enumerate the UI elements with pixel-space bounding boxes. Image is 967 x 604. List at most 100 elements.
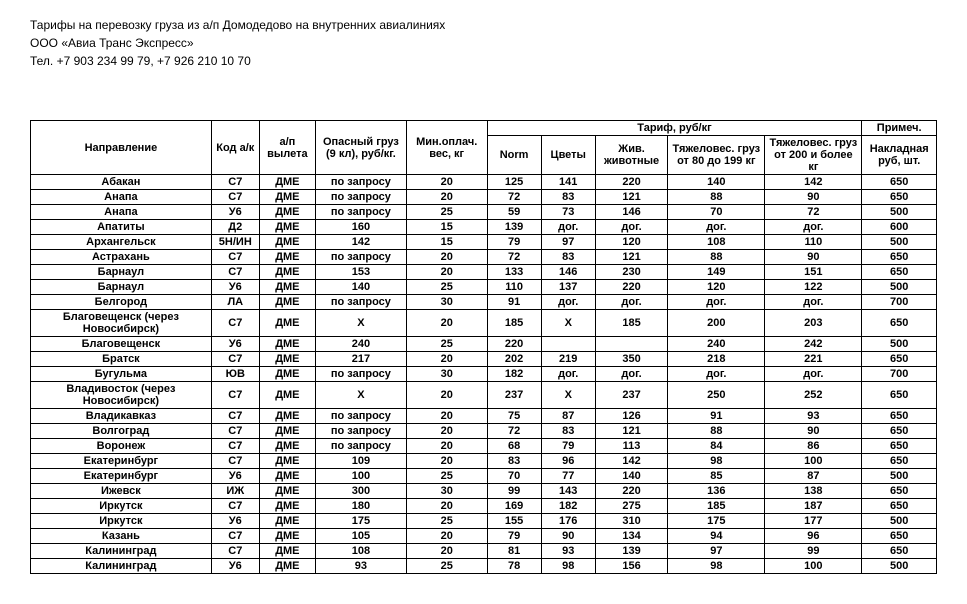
cell-dep: ДМЕ	[259, 175, 315, 190]
cell-dest: Екатеринбург	[31, 469, 212, 484]
cell-danger: по запросу	[315, 205, 406, 220]
cell-code: ЛА	[211, 295, 259, 310]
cell-minwt: 25	[406, 559, 487, 574]
cell-dep: ДМЕ	[259, 235, 315, 250]
table-row: АпатитыД2ДМЕ16015139дог.дог.дог.дог.600	[31, 220, 937, 235]
cell-norm: 72	[487, 250, 541, 265]
cell-dest: Калининград	[31, 559, 212, 574]
cell-heavy2: 93	[765, 409, 862, 424]
cell-code: С7	[211, 250, 259, 265]
cell-heavy1: 185	[668, 499, 765, 514]
cell-norm: 68	[487, 439, 541, 454]
cell-minwt: 20	[406, 382, 487, 409]
cell-heavy1: 250	[668, 382, 765, 409]
col-airline-code: Код а/к	[211, 121, 259, 175]
cell-heavy2: 100	[765, 559, 862, 574]
table-row: ЕкатеринбургУ6ДМЕ1002570771408587500	[31, 469, 937, 484]
cell-danger: по запросу	[315, 409, 406, 424]
cell-animals: 220	[595, 280, 668, 295]
cell-note: 700	[862, 367, 937, 382]
cell-heavy2: 203	[765, 310, 862, 337]
col-animals: Жив. животные	[595, 136, 668, 175]
cell-norm: 81	[487, 544, 541, 559]
cell-animals: 185	[595, 310, 668, 337]
cell-code: С7	[211, 382, 259, 409]
cell-heavy2: дог.	[765, 367, 862, 382]
cell-dep: ДМЕ	[259, 484, 315, 499]
cell-animals: 142	[595, 454, 668, 469]
cell-flowers: 77	[541, 469, 595, 484]
cell-minwt: 20	[406, 352, 487, 367]
cell-flowers: 97	[541, 235, 595, 250]
cell-danger: Х	[315, 310, 406, 337]
table-row: БугульмаЮВДМЕпо запросу30182дог.дог.дог.…	[31, 367, 937, 382]
cell-norm: 110	[487, 280, 541, 295]
table-row: Архангельск5Н/ИНДМЕ142157997120108110500	[31, 235, 937, 250]
cell-heavy1: 108	[668, 235, 765, 250]
cell-code: С7	[211, 529, 259, 544]
cell-dep: ДМЕ	[259, 409, 315, 424]
cell-animals	[595, 337, 668, 352]
cell-dest: Архангельск	[31, 235, 212, 250]
cell-heavy1: дог.	[668, 220, 765, 235]
table-row: ВоронежС7ДМЕпо запросу2068791138486650	[31, 439, 937, 454]
cell-heavy1: 98	[668, 559, 765, 574]
cell-dest: Барнаул	[31, 265, 212, 280]
table-row: ВладикавказС7ДМЕпо запросу20758712691936…	[31, 409, 937, 424]
cell-code: С7	[211, 175, 259, 190]
cell-code: С7	[211, 499, 259, 514]
cell-heavy1: 218	[668, 352, 765, 367]
cell-code: У6	[211, 337, 259, 352]
cell-heavy2: 242	[765, 337, 862, 352]
cell-animals: 121	[595, 250, 668, 265]
cell-flowers: 146	[541, 265, 595, 280]
cell-danger: 140	[315, 280, 406, 295]
cell-flowers: 176	[541, 514, 595, 529]
cell-flowers: 143	[541, 484, 595, 499]
cell-danger: 180	[315, 499, 406, 514]
cell-heavy2: 86	[765, 439, 862, 454]
cell-dest: Астрахань	[31, 250, 212, 265]
cell-minwt: 25	[406, 469, 487, 484]
header-line-3: Тел. +7 903 234 99 79, +7 926 210 10 70	[30, 52, 937, 70]
cell-heavy1: 149	[668, 265, 765, 280]
cell-animals: 350	[595, 352, 668, 367]
cell-heavy1: дог.	[668, 367, 765, 382]
cell-norm: 75	[487, 409, 541, 424]
cell-flowers: дог.	[541, 295, 595, 310]
cell-norm: 185	[487, 310, 541, 337]
cell-norm: 70	[487, 469, 541, 484]
cell-animals: 140	[595, 469, 668, 484]
cell-danger: 142	[315, 235, 406, 250]
cell-danger: 108	[315, 544, 406, 559]
cell-animals: 220	[595, 484, 668, 499]
cell-code: 5Н/ИН	[211, 235, 259, 250]
cell-flowers: 93	[541, 544, 595, 559]
cell-animals: 126	[595, 409, 668, 424]
cell-dep: ДМЕ	[259, 250, 315, 265]
cell-dest: Благовещенск	[31, 337, 212, 352]
cell-minwt: 25	[406, 337, 487, 352]
cell-note: 500	[862, 337, 937, 352]
cell-dep: ДМЕ	[259, 310, 315, 337]
cell-norm: 83	[487, 454, 541, 469]
cell-note: 700	[862, 295, 937, 310]
cell-dep: ДМЕ	[259, 367, 315, 382]
cell-norm: 237	[487, 382, 541, 409]
cell-code: У6	[211, 205, 259, 220]
cell-code: С7	[211, 424, 259, 439]
cell-note: 650	[862, 544, 937, 559]
cell-note: 600	[862, 220, 937, 235]
cell-animals: 237	[595, 382, 668, 409]
cell-dep: ДМЕ	[259, 205, 315, 220]
cell-heavy1: 136	[668, 484, 765, 499]
header-line-2: ООО «Авиа Транс Экспресс»	[30, 34, 937, 52]
cell-flowers: 83	[541, 190, 595, 205]
cell-animals: 139	[595, 544, 668, 559]
cell-danger: по запросу	[315, 295, 406, 310]
cell-minwt: 20	[406, 310, 487, 337]
table-row: Благовещенск (через Новосибирск)С7ДМЕХ20…	[31, 310, 937, 337]
cell-dep: ДМЕ	[259, 544, 315, 559]
cell-norm: 79	[487, 235, 541, 250]
cell-heavy1: 140	[668, 175, 765, 190]
